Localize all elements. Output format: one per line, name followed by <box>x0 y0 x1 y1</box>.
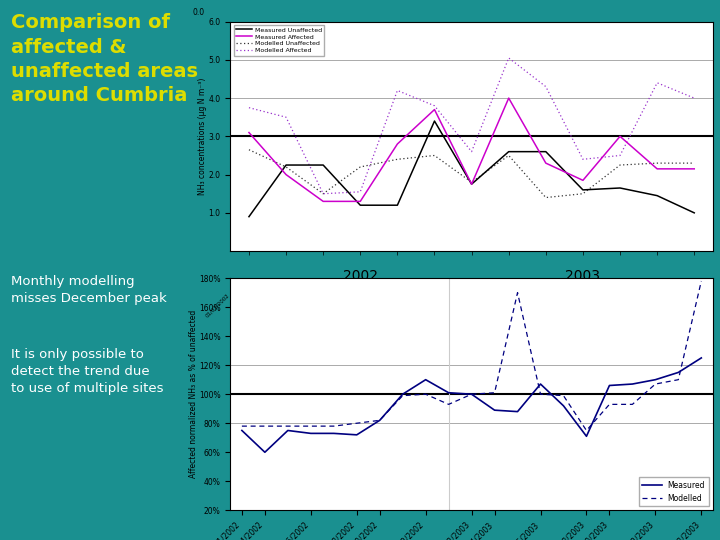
Text: 01/06/2002: 01/06/2002 <box>285 292 311 319</box>
Y-axis label: NH₃ concentrations (μg N m⁻³): NH₃ concentrations (μg N m⁻³) <box>198 78 207 195</box>
Text: Monthly modelling
misses December peak: Monthly modelling misses December peak <box>11 275 166 306</box>
Legend: Measured Unaffected, Measured Affected, Modelled Unaffected, Modelled Affected: Measured Unaffected, Measured Affected, … <box>233 25 325 56</box>
Text: 01/08/2002: 01/08/2002 <box>325 292 351 319</box>
Text: 10/06/2003: 10/06/2003 <box>526 292 552 319</box>
Text: 01/10/2002: 01/10/2002 <box>365 292 391 319</box>
Text: 0.0: 0.0 <box>193 8 205 17</box>
Legend: Measured, Modelled: Measured, Modelled <box>639 477 709 507</box>
Text: 01/12/2003: 01/12/2003 <box>647 292 672 319</box>
Text: Comparison of
affected &
unaffected areas
around Cumbria: Comparison of affected & unaffected area… <box>11 14 198 105</box>
Text: 02/04/2003: 02/04/2003 <box>486 292 512 319</box>
Text: 03/08/2003: 03/08/2003 <box>566 292 592 319</box>
Text: 2003: 2003 <box>565 269 600 284</box>
Text: 01/03/2002: 01/03/2002 <box>245 292 271 319</box>
Text: 01/02/2002: 01/02/2002 <box>204 292 230 319</box>
Text: 01/12/2002: 01/12/2002 <box>405 292 431 319</box>
Text: 01/10/2003: 01/10/2003 <box>606 292 632 319</box>
Text: 2002: 2002 <box>343 269 378 284</box>
Text: 02/02/2003: 02/02/2003 <box>446 292 472 319</box>
Text: It is only possible to
detect the trend due
to use of multiple sites: It is only possible to detect the trend … <box>11 348 163 395</box>
Text: 02/12/2003: 02/12/2003 <box>687 292 713 319</box>
Y-axis label: Affected normalized NH₃ as % of unaffected: Affected normalized NH₃ as % of unaffect… <box>189 310 198 478</box>
